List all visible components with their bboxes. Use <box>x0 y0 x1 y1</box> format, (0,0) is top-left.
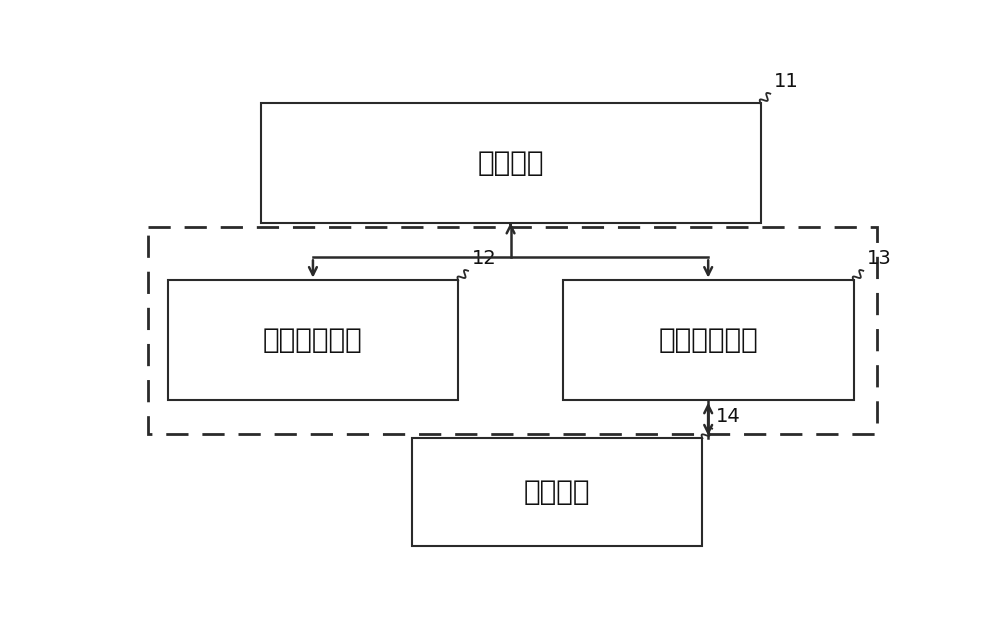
Bar <box>563 280 854 400</box>
Bar <box>412 438 702 546</box>
Text: 管理平台: 管理平台 <box>477 149 544 177</box>
Text: 11: 11 <box>774 73 799 91</box>
Text: 12: 12 <box>472 250 497 268</box>
Text: 用户终端: 用户终端 <box>524 478 590 506</box>
Bar <box>261 103 761 223</box>
Text: 智能充电设备: 智能充电设备 <box>263 326 363 354</box>
Text: 出入管理终端: 出入管理终端 <box>658 326 758 354</box>
Text: 13: 13 <box>867 250 892 268</box>
Bar <box>168 280 458 400</box>
Bar <box>148 227 877 434</box>
Text: 14: 14 <box>716 407 741 426</box>
